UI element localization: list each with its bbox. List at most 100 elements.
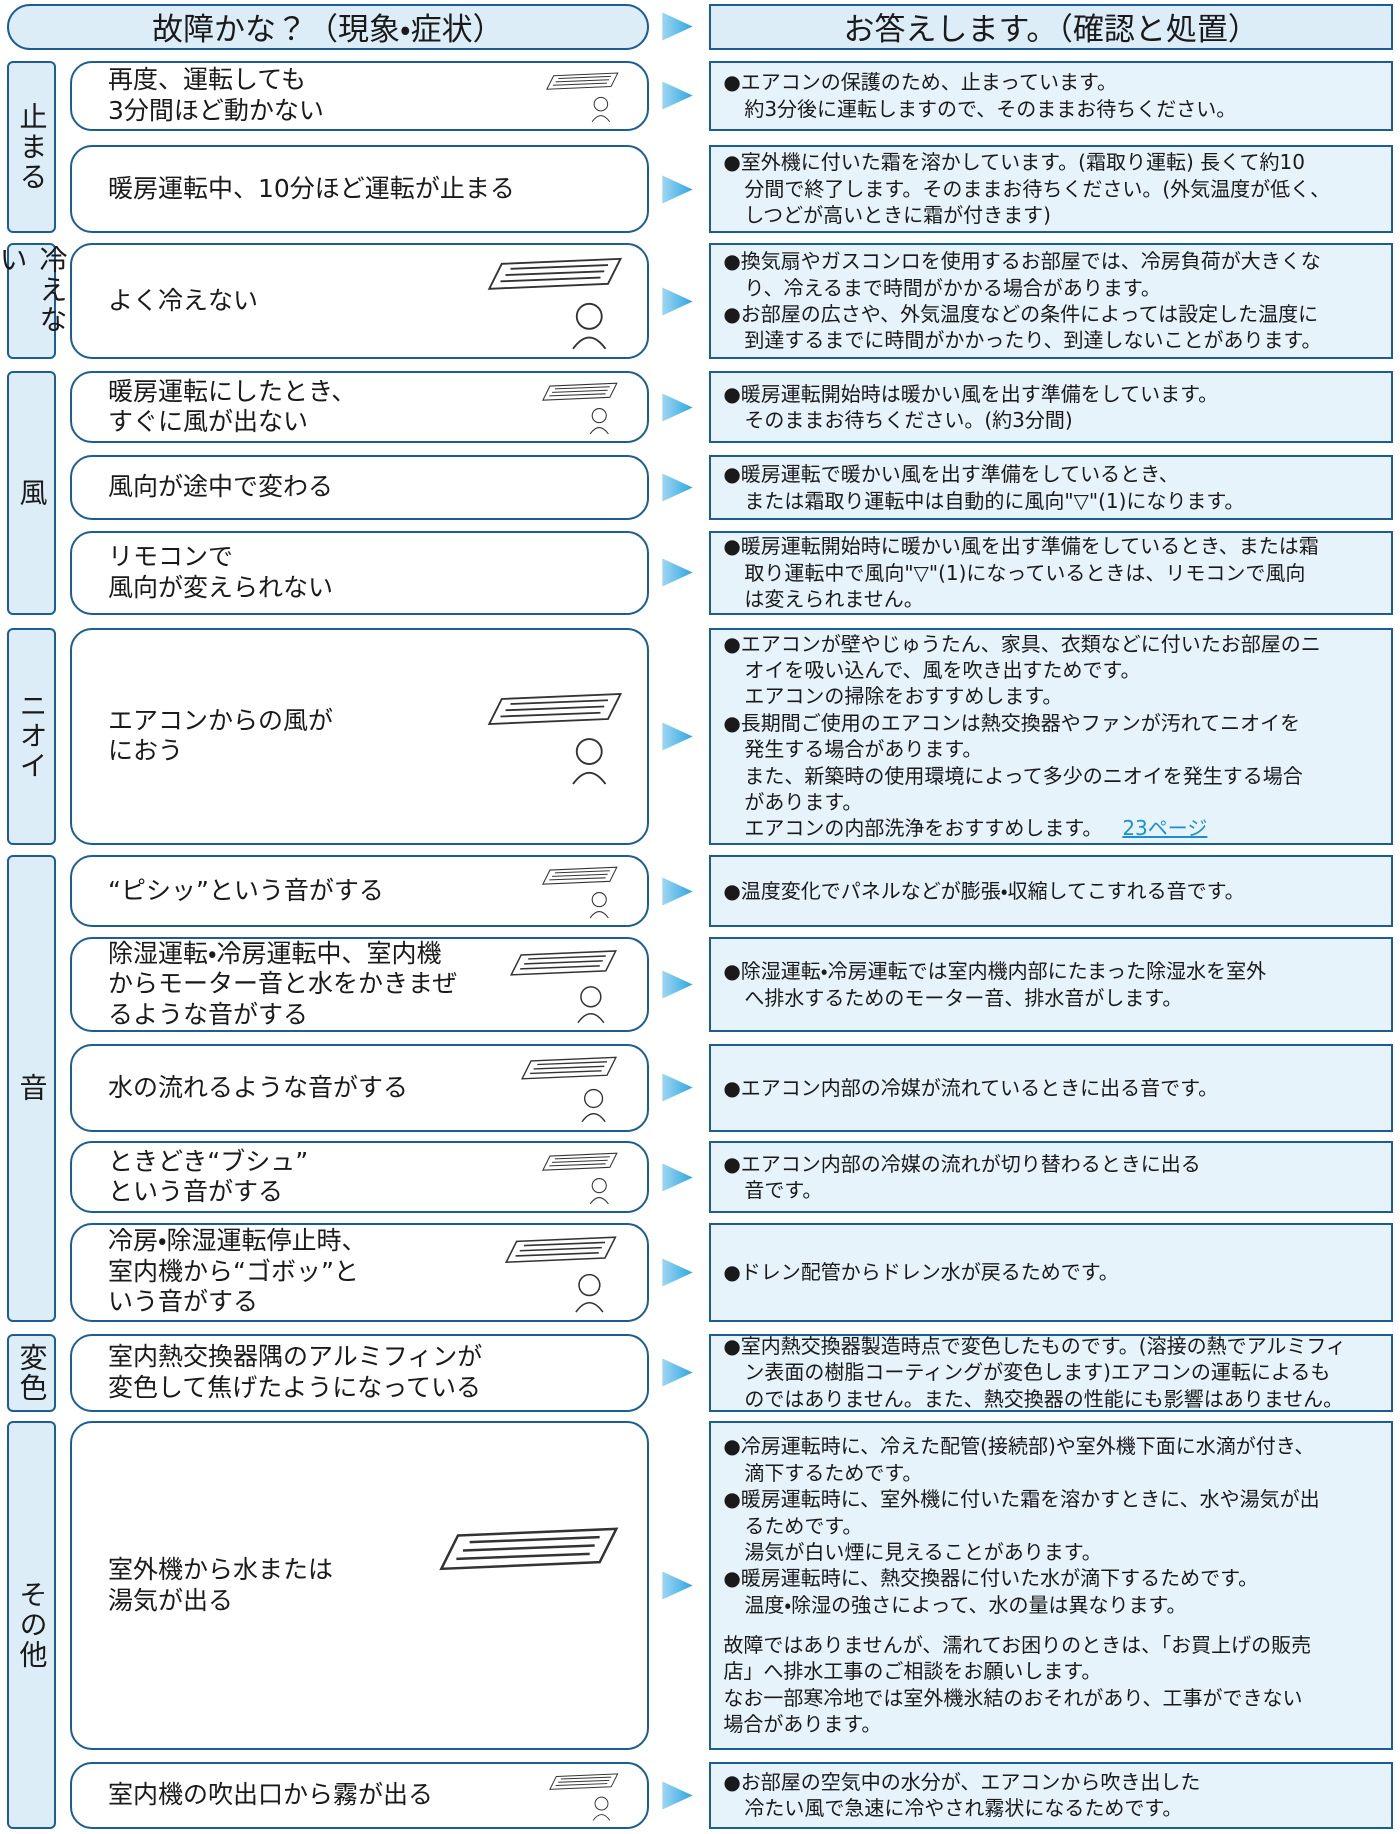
group-label: 音 [7, 855, 56, 1322]
symptom-line: におう [108, 736, 184, 766]
answer-text: ●お部屋の広さや、外気温度などの条件によっては設定した温度に [723, 301, 1319, 326]
symptom-line: 室外機から水または [108, 1555, 334, 1584]
answer-line: エアコンの内部洗浄をおすすめします。 23ページ [723, 815, 1383, 841]
answer: ●エアコン内部の冷媒が流れているときに出る音です。 [709, 1044, 1393, 1132]
answer-line: ●暖房運転開始時に暖かい風を出す準備をしているとき、または霜 [723, 533, 1383, 559]
symptom-line: エアコンからの風が [108, 705, 334, 735]
answer-text: ●エアコン内部の冷媒の流れが切り替わるときに出る [723, 1151, 1201, 1176]
answer-line: ●暖房運転で暖かい風を出す準備をしているとき、 [723, 461, 1383, 487]
symptom-line: るような音がする [108, 999, 309, 1029]
symptom-line: 水の流れるような音がする [108, 1072, 409, 1102]
symptom-card: 水の流れるような音がする [70, 1044, 649, 1132]
answer-line: 発生する場合があります。 [723, 736, 1383, 762]
answer: ●暖房運転開始時に暖かい風を出す準備をしているとき、または霜 取り運転中で風向"▽… [709, 530, 1393, 615]
answer-line: るためです。 [723, 1513, 1383, 1539]
note-line: 場合があります。 [723, 1712, 882, 1737]
symptom-card: 除湿運転・冷房運転中、室内機 からモーター音と水をかきまぜ るような音がする [70, 936, 649, 1033]
answer-text: 発生する場合があります。 [744, 737, 983, 762]
illustration [494, 1231, 633, 1314]
answer-text: ●温度変化でパネルなどが膨張・収縮してこすれる音です。 [723, 879, 1245, 904]
group-label: その他 [7, 1421, 56, 1830]
symptom: 風向が途中で変わる [108, 472, 333, 503]
answer-text: ●エアコンが壁やじゅうたん、家具、衣類などに付いたお部屋のニ [723, 631, 1321, 656]
symptom-line: 室内機から“ゴボッ”と [108, 1256, 359, 1286]
symptom: 水の流れるような音がする [108, 1073, 408, 1104]
symptom: よく冷えない [108, 286, 258, 317]
arrow [660, 470, 695, 505]
answer-line: があります。 [723, 789, 1383, 815]
arrow [660, 1255, 695, 1290]
answer-text: オイを吸い込んで、風を吹き出すためです。 [744, 657, 1141, 682]
answer-line: ●換気扇やガスコンロを使用するお部屋では、冷房負荷が大きくな [723, 248, 1383, 274]
page-link[interactable]: 23ページ [1122, 816, 1208, 841]
symptom-line: 変色して焦げたようになっている [108, 1372, 482, 1402]
symptom-line: “ピシッ”という音がする [108, 876, 384, 906]
group-text: 風 [15, 477, 49, 508]
group-text: 音 [15, 1073, 49, 1104]
arrow [660, 9, 695, 44]
answer-line: エアコンの掃除をおすすめします。 [723, 683, 1383, 709]
answer: ●暖房運転開始時は暖かい風を出す準備をしています。 そのままお待ちください。(約3… [709, 371, 1393, 444]
answer-text: ●換気扇やガスコンロを使用するお部屋では、冷房負荷が大きくな [723, 249, 1321, 274]
illustration [499, 945, 633, 1025]
answer-text: エアコンの掃除をおすすめします。 [744, 684, 1063, 709]
symptom: “ピシッ”という音がする [108, 876, 384, 907]
answer-line: のではありません。また、熱交換器の性能にも影響はありません。 [723, 1386, 1383, 1412]
answer-line: ●暖房運転時に、熱交換器に付いた水が滴下するためです。 [723, 1565, 1383, 1591]
header-left: 故障かな？（現象・症状） [7, 3, 649, 51]
answer-line: また、新築時の使用環境によって多少のニオイを発生する場合 [723, 763, 1383, 789]
illustration [535, 69, 633, 123]
answer-line: 分間で終了します。そのままお待ちください。(外気温度が低く、 [723, 176, 1383, 202]
symptom-line: 再度、運転しても [108, 65, 307, 95]
illustration [531, 863, 632, 919]
symptom-card: エアコンからの風が におう [70, 627, 649, 845]
answer-text: ●除湿運転・冷房運転では室内機内部にたまった除湿水を室外 [723, 959, 1267, 984]
answer-line: 温度・除湿の強さによって、水の量は異なります。 [723, 1592, 1383, 1618]
illustration [483, 636, 633, 837]
group-text: 変色 [15, 1342, 49, 1403]
answer-line: 湯気が白い煙に見えることがあります。 [723, 1539, 1383, 1565]
answer-text: ●暖房運転で暖かい風を出す準備をしているとき、 [723, 462, 1179, 487]
answer: ●エアコン内部の冷媒の流れが切り替わるときに出る 音です。 [709, 1141, 1393, 1214]
answer-line: オイを吸い込んで、風を吹き出すためです。 [723, 657, 1383, 683]
group-label: ニオイ [7, 627, 56, 845]
symptom-line: 冷房・除湿運転停止時、 [108, 1226, 367, 1256]
answer-line: へ排水するためのモーター音、排水音がします。 [723, 985, 1383, 1011]
answer-line: ●冷房運転時に、冷えた配管(接続部)や室外機下面に水滴が付き、 [723, 1433, 1383, 1459]
answer-line: または霜取り運転中は自動的に風向"▽"(1)になります。 [723, 488, 1383, 514]
symptom: リモコンで 風向が変えられない [108, 542, 333, 603]
group-text: その他 [15, 1580, 49, 1671]
symptom: 暖房運転中、10分ほど運転が止まる [108, 174, 515, 205]
answer-line: ●暖房運転開始時は暖かい風を出す準備をしています。 [723, 381, 1383, 407]
group-label: 止まる [7, 60, 56, 234]
answer-text: ●お部屋の空気中の水分が、エアコンから吹き出した [723, 1770, 1201, 1795]
symptom-card: 暖房運転中、10分ほど運転が止まる [70, 144, 649, 234]
symptom-line: ときどき“ブシュ” [108, 1146, 309, 1176]
answer: ●エアコンが壁やじゅうたん、家具、衣類などに付いたお部屋のニ オイを吸い込んで、風… [709, 627, 1393, 845]
answer-line: ●除湿運転・冷房運転では室内機内部にたまった除湿水を室外 [723, 958, 1383, 984]
symptom-line: 風向が途中で変わる [108, 472, 334, 502]
arrow [660, 284, 695, 319]
arrow [660, 78, 695, 113]
answer: ●温度変化でパネルなどが膨張・収縮してこすれる音です。 [709, 855, 1393, 928]
answer-text: ●室内熱交換器製造時点で変色したものです。(溶接の熱でアルミフィ [723, 1334, 1346, 1358]
answer-text: エアコンの内部洗浄をおすすめします。 [744, 816, 1103, 841]
answer-text: 取り運転中で風向"▽"(1)になっているときは、リモコンで風向 [744, 560, 1306, 585]
illustration [538, 1770, 633, 1822]
answer-text: へ排水するためのモーター音、排水音がします。 [744, 985, 1183, 1010]
answer-text: 分間で終了します。そのままお待ちください。(外気温度が低く、 [744, 176, 1331, 201]
answer-text: ●暖房運転時に、室外機に付いた霜を溶かすときに、水や湯気が出 [723, 1487, 1320, 1512]
answer: ●換気扇やガスコンロを使用するお部屋では、冷房負荷が大きくな り、冷えるまで時間が… [709, 242, 1393, 360]
arrow [660, 172, 695, 207]
answer: ●室外機に付いた霜を溶かしています。(霜取り運転) 長くて約10 分間で終了します… [709, 144, 1393, 234]
note-line: 店」へ排水工事のご相談をお願いします。 [723, 1659, 1102, 1684]
symptom: 暖房運転にしたとき、 すぐに風が出ない [108, 377, 356, 438]
answer-text: そのままお待ちください。(約3分間) [744, 408, 1073, 433]
answer-line: ●温度変化でパネルなどが膨張・収縮してこすれる音です。 [723, 878, 1383, 904]
answer-text: 温度・除湿の強さによって、水の量は異なります。 [744, 1592, 1187, 1617]
answer-line: ●エアコン内部の冷媒が流れているときに出る音です。 [723, 1075, 1383, 1101]
symptom: 室内熱交換器隅のアルミフィンが 変色して焦げたようになっている [108, 1342, 482, 1403]
symptom-card: 室外機から水または 湯気が出る [70, 1421, 649, 1750]
symptom-card: “ピシッ”という音がする [70, 855, 649, 928]
arrow [660, 1355, 695, 1390]
